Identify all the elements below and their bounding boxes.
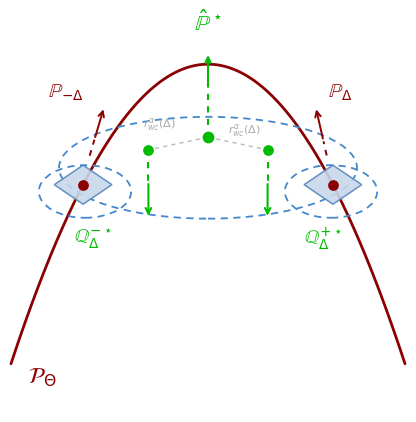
Text: $r^\alpha_{wc}(\Delta)$: $r^\alpha_{wc}(\Delta)$ xyxy=(228,122,261,139)
Text: $r^\alpha_{wc}(\Delta)$: $r^\alpha_{wc}(\Delta)$ xyxy=(144,116,176,133)
Text: $\hat{\mathbb{P}}^\star$: $\hat{\mathbb{P}}^\star$ xyxy=(194,10,222,35)
Polygon shape xyxy=(304,165,362,204)
Point xyxy=(145,146,152,153)
Point xyxy=(80,181,87,188)
Polygon shape xyxy=(54,165,112,204)
Text: $\mathbb{Q}^{-\star}_{\Delta}$: $\mathbb{Q}^{-\star}_{\Delta}$ xyxy=(74,227,112,251)
Text: $\mathbb{Q}^{+\star}_{\Delta}$: $\mathbb{Q}^{+\star}_{\Delta}$ xyxy=(304,226,342,252)
Text: $\mathcal{P}_{\Theta}$: $\mathcal{P}_{\Theta}$ xyxy=(29,367,57,390)
Point xyxy=(264,146,271,153)
Text: $\mathbb{P}_{\Delta}$: $\mathbb{P}_{\Delta}$ xyxy=(328,83,353,103)
Text: $\mathbb{P}_{-\Delta}$: $\mathbb{P}_{-\Delta}$ xyxy=(48,83,84,103)
Point xyxy=(205,134,211,141)
Point xyxy=(329,181,336,188)
